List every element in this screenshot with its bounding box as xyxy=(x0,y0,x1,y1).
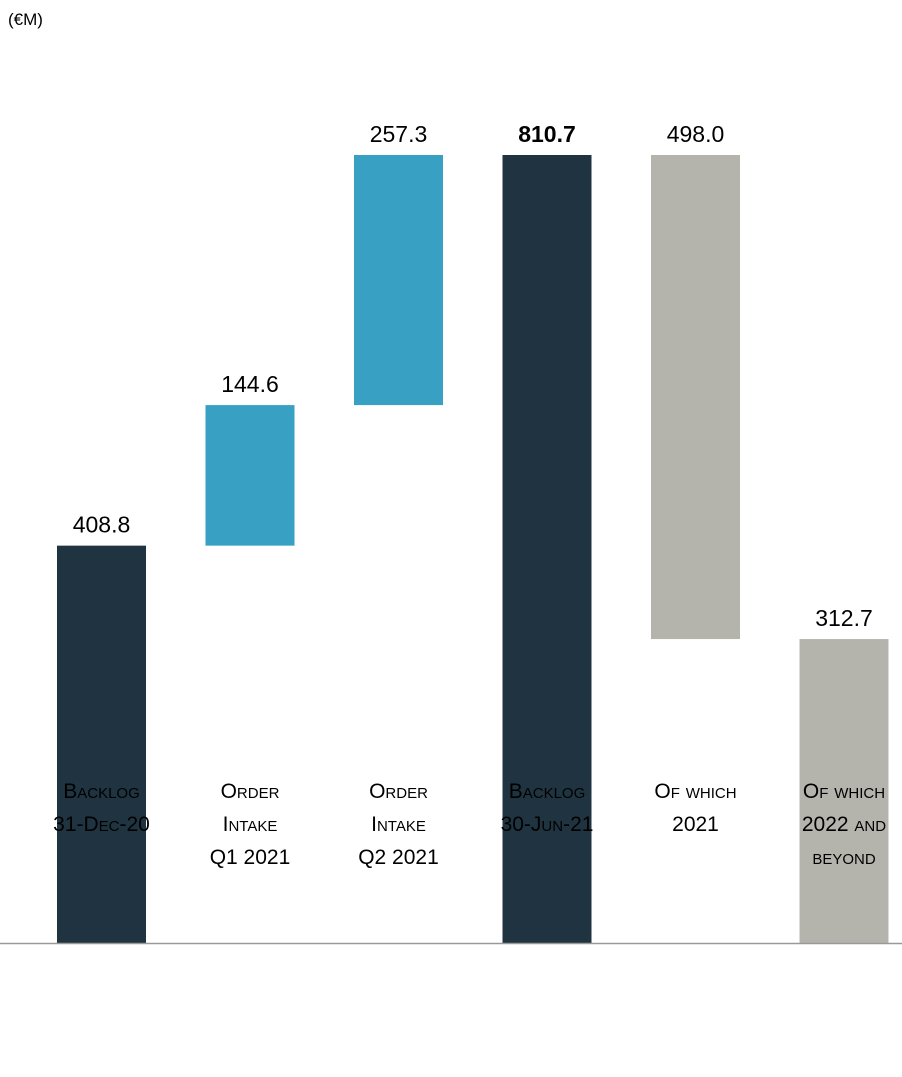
category-label-line: 31-Dec-20 xyxy=(53,813,150,836)
data-label-5: 498.0 xyxy=(667,121,725,147)
category-label-line: 30-Jun-21 xyxy=(500,813,594,836)
category-label-line: Of which xyxy=(802,780,886,803)
category-label-5: Of which 2021 xyxy=(626,775,766,841)
bar-2 xyxy=(205,405,295,546)
category-label-line: Backlog xyxy=(508,780,586,803)
category-label-line: Q1 2021 xyxy=(209,846,291,869)
category-label-line: 2021 xyxy=(672,813,719,836)
category-label-1: Backlog 31-Dec-20 xyxy=(32,775,172,841)
data-label-1: 408.8 xyxy=(73,512,131,538)
category-label-line: Order xyxy=(369,780,428,803)
category-label-line: Q2 2021 xyxy=(358,846,439,869)
bar-6 xyxy=(799,639,889,943)
data-label-6: 312.7 xyxy=(815,605,873,631)
category-label-2: Order Intake Q1 2021 xyxy=(180,775,320,874)
category-label-line: 2022 and xyxy=(801,813,887,836)
category-label-line: Intake xyxy=(371,813,426,836)
bar-3 xyxy=(354,155,443,406)
unit-label: (€M) xyxy=(8,10,43,29)
category-label-line: beyond xyxy=(812,846,876,869)
data-label-3: 257.3 xyxy=(370,121,428,147)
category-label-line: Backlog xyxy=(63,780,140,803)
bar-4 xyxy=(502,155,592,943)
category-label-3: Order Intake Q2 2021 xyxy=(329,775,469,874)
data-label-2: 144.6 xyxy=(221,371,279,397)
category-label-6: Of which 2022 and beyond xyxy=(774,775,902,874)
bar-1 xyxy=(57,545,146,943)
bar-5 xyxy=(651,155,740,640)
data-label-4: 810.7 xyxy=(518,121,576,147)
category-label-4: Backlog 30-Jun-21 xyxy=(477,775,617,841)
category-label-line: Order xyxy=(220,780,280,803)
category-label-line: Of which xyxy=(654,780,737,803)
category-label-line: Intake xyxy=(222,813,278,836)
